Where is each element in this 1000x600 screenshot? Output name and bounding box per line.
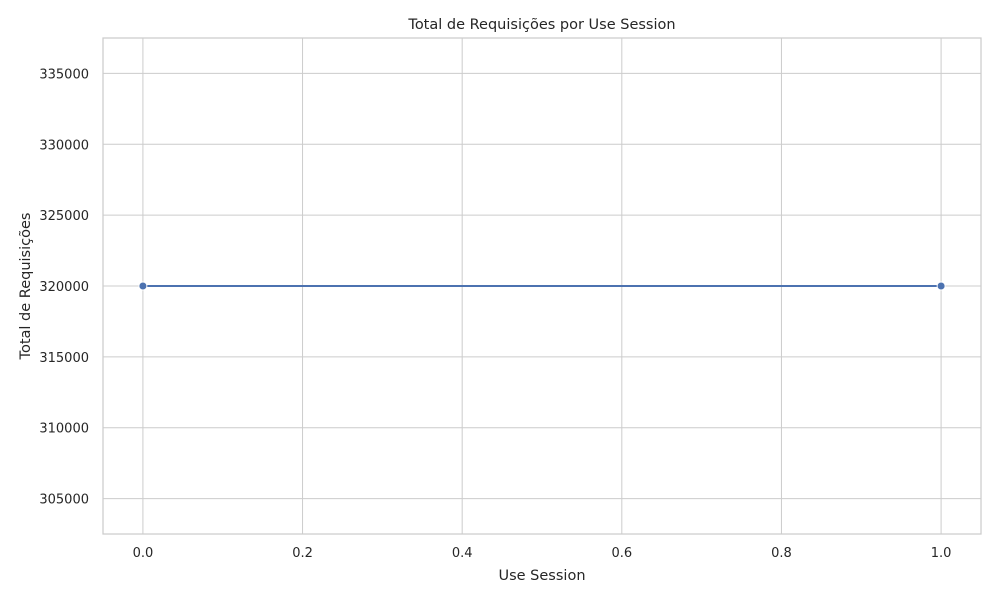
chart-title: Total de Requisições por Use Session [407, 17, 675, 33]
y-tick-label: 310000 [39, 422, 89, 437]
y-tick-label: 315000 [39, 351, 89, 366]
x-tick-label: 0.6 [611, 546, 632, 561]
x-tick-label: 0.0 [133, 546, 154, 561]
y-axis-label: Total de Requisições [18, 213, 34, 361]
y-tick-label: 320000 [39, 280, 89, 295]
data-point [936, 281, 946, 291]
plot-frame [102, 37, 982, 535]
y-tick-label: 305000 [39, 493, 89, 508]
x-tick-label: 0.2 [292, 546, 313, 561]
x-tick-label: 0.4 [452, 546, 473, 561]
y-tick-label: 330000 [39, 138, 89, 153]
y-tick-labels: 305000 310000 315000 320000 325000 330000 3350… [39, 67, 89, 507]
series-layer [138, 281, 946, 291]
x-axis-label: Use Session [498, 568, 585, 584]
x-tick-label: 0.8 [771, 546, 792, 561]
y-tick-label: 325000 [39, 209, 89, 224]
x-tick-label: 1.0 [931, 546, 952, 561]
data-point [138, 281, 148, 291]
y-tick-label: 335000 [39, 67, 89, 82]
x-tick-labels: 0.0 0.2 0.4 0.6 0.8 1.0 [133, 546, 952, 561]
